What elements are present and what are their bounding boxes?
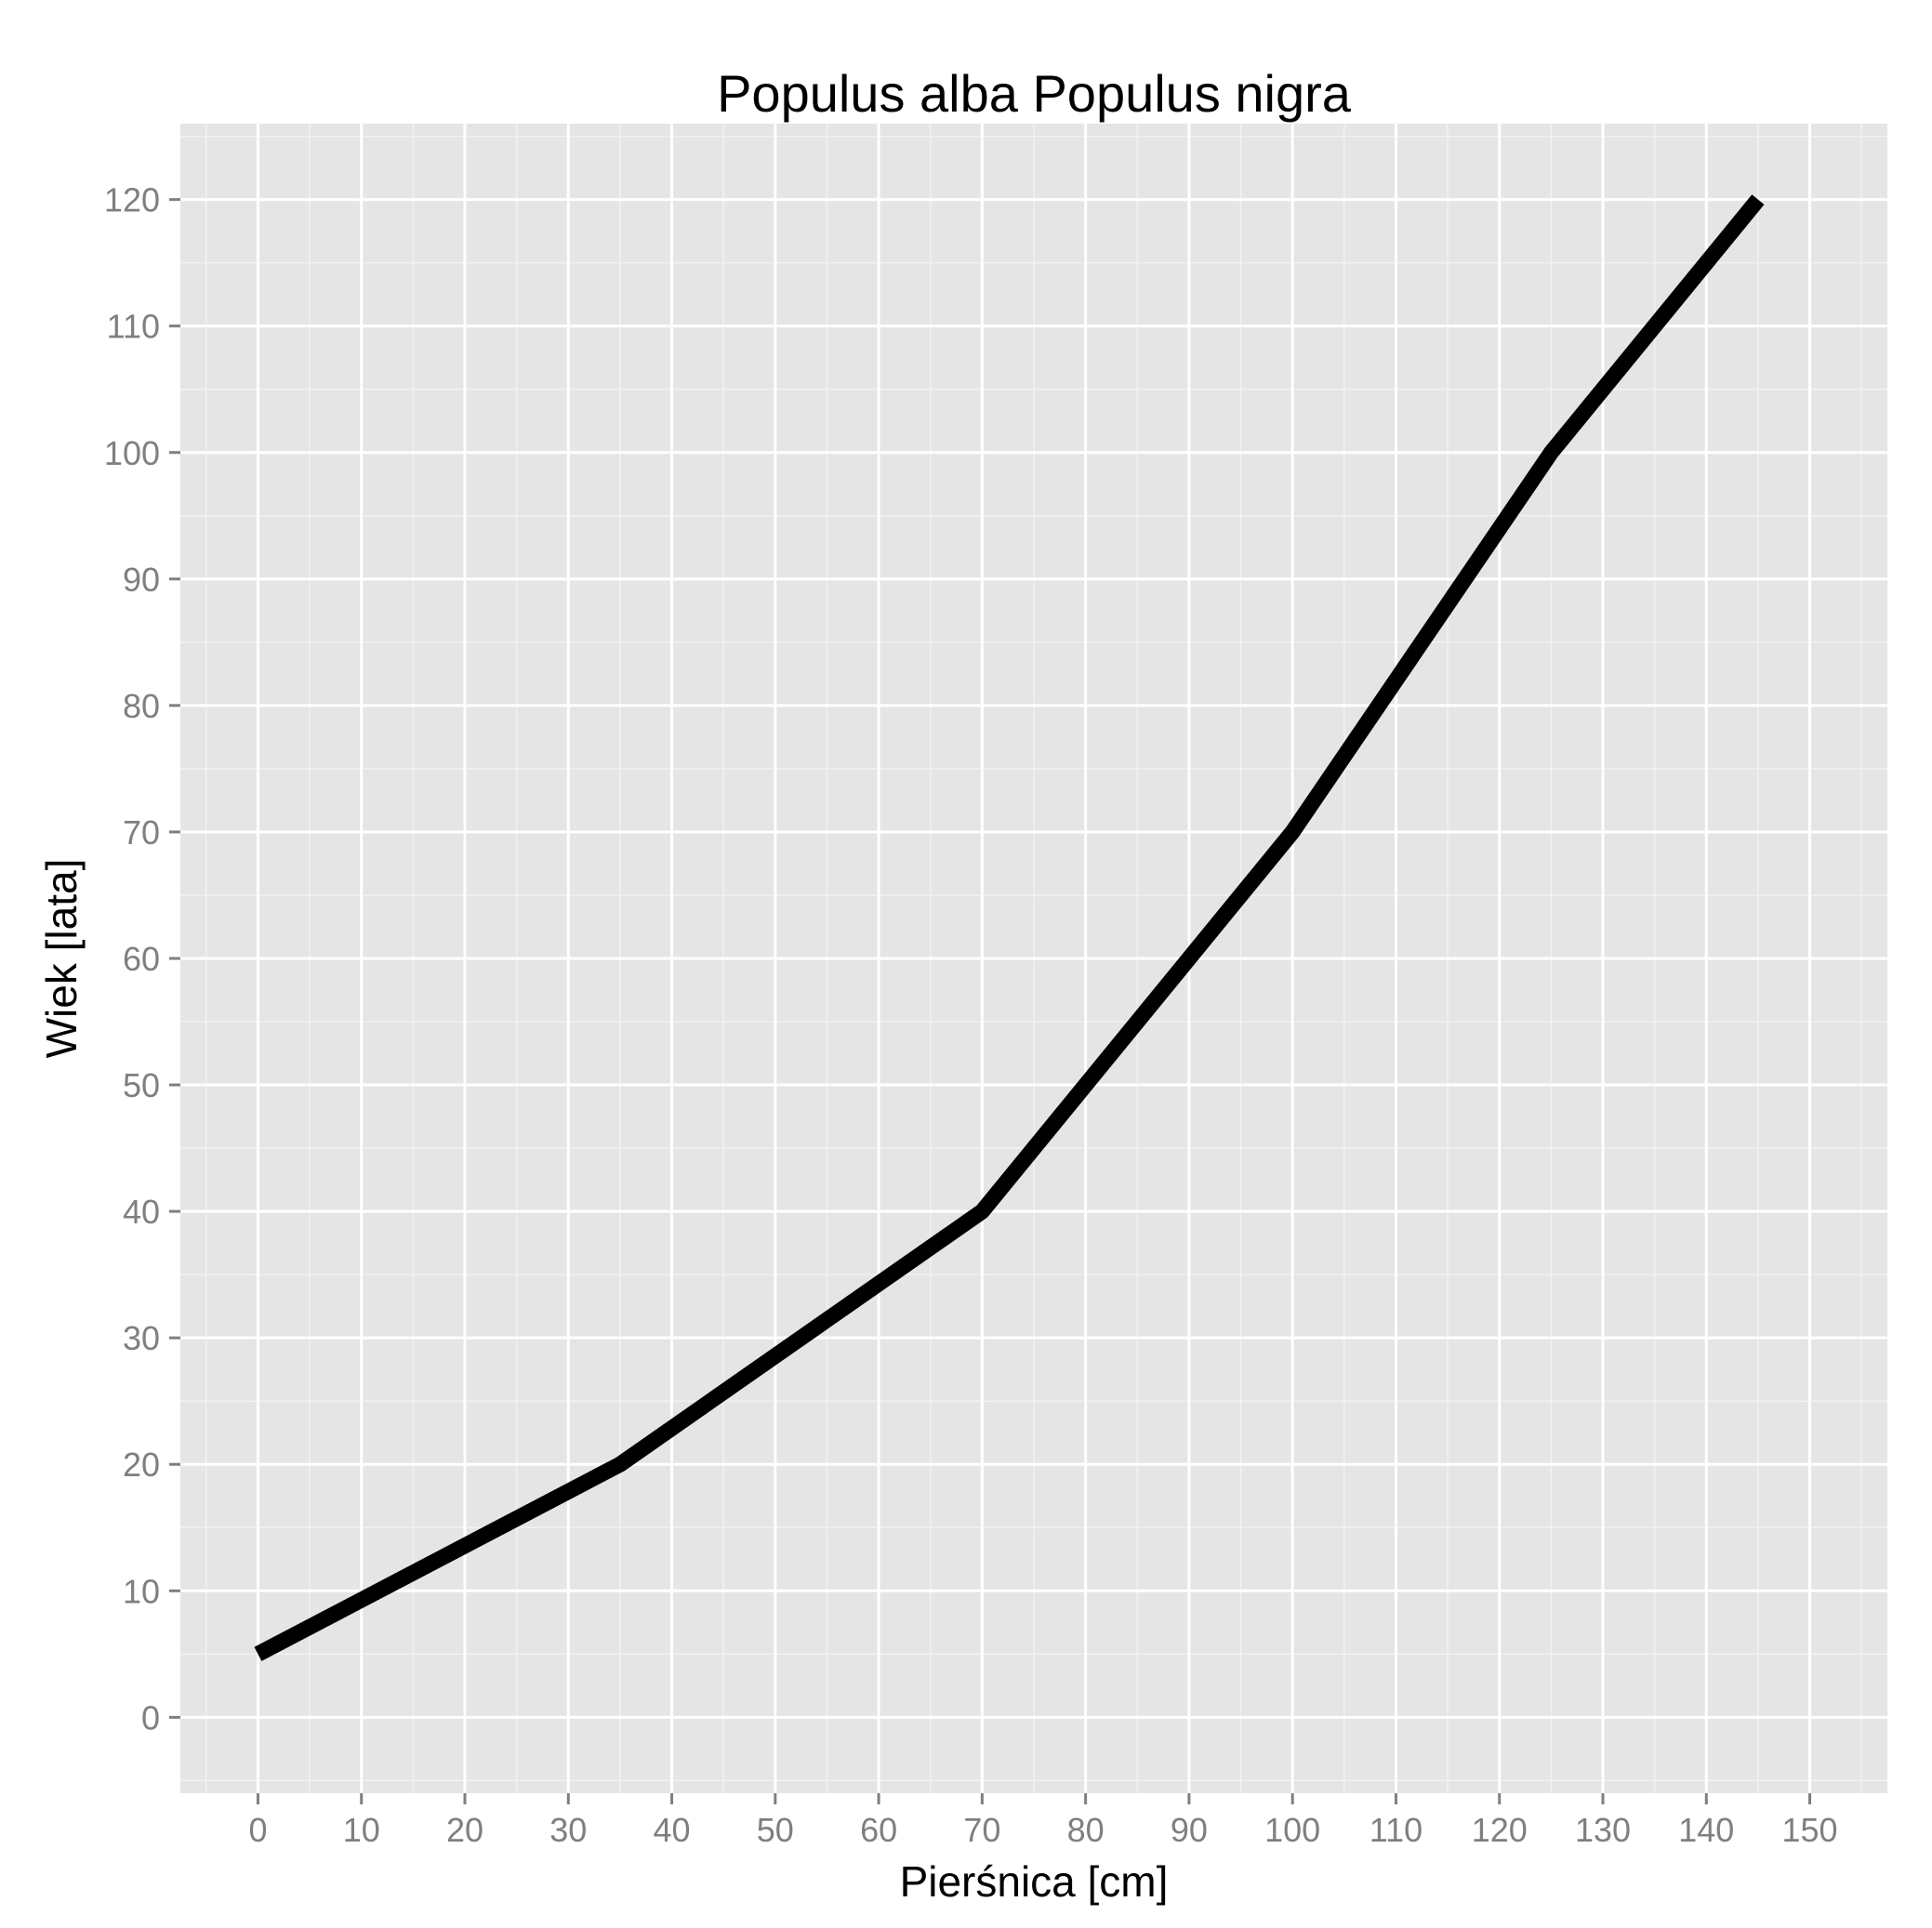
y-tick-label: 60	[123, 940, 160, 978]
x-tick-label: 0	[248, 1811, 267, 1849]
y-axis-title: Wiek [lata]	[37, 859, 86, 1059]
y-tick-label: 10	[123, 1572, 160, 1610]
x-tick-label: 90	[1171, 1811, 1208, 1849]
chart-title: Populus alba Populus nigra	[717, 64, 1352, 123]
y-tick-label: 120	[104, 181, 160, 219]
x-tick-label: 150	[1782, 1811, 1838, 1849]
x-tick-label: 30	[549, 1811, 587, 1849]
y-tick-label: 50	[123, 1066, 160, 1104]
x-axis-ticks: 0 10 20 30 40 50 60 70 80 90 100 110 120 130 140 150	[248, 1793, 1838, 1849]
x-tick-label: 140	[1678, 1811, 1734, 1849]
y-tick-label: 40	[123, 1193, 160, 1231]
x-tick-label: 120	[1472, 1811, 1528, 1849]
y-tick-label: 100	[104, 434, 160, 472]
x-tick-label: 130	[1575, 1811, 1631, 1849]
x-tick-label: 60	[860, 1811, 897, 1849]
x-tick-label: 10	[343, 1811, 380, 1849]
x-tick-label: 70	[963, 1811, 1000, 1849]
y-tick-label: 30	[123, 1319, 160, 1357]
y-tick-label: 0	[141, 1698, 160, 1737]
y-tick-label: 20	[123, 1446, 160, 1484]
series-layer	[254, 194, 1765, 1661]
y-tick-label: 70	[123, 813, 160, 852]
y-tick-label: 110	[107, 308, 160, 346]
grid-major	[180, 124, 1887, 1793]
x-tick-label: 20	[446, 1811, 483, 1849]
series-line	[254, 194, 1765, 1661]
x-tick-label: 50	[757, 1811, 794, 1849]
x-tick-label: 80	[1067, 1811, 1105, 1849]
x-axis-title: Pierśnica [cm]	[900, 1857, 1169, 1906]
x-tick-label: 40	[654, 1811, 691, 1849]
y-tick-label: 90	[123, 561, 160, 599]
x-tick-label: 100	[1264, 1811, 1320, 1849]
y-tick-label: 80	[123, 687, 160, 725]
x-tick-label: 110	[1370, 1811, 1423, 1849]
y-axis-ticks: 0 10 20 30 40 50 60 70 80 90 100 110 120	[104, 181, 180, 1737]
